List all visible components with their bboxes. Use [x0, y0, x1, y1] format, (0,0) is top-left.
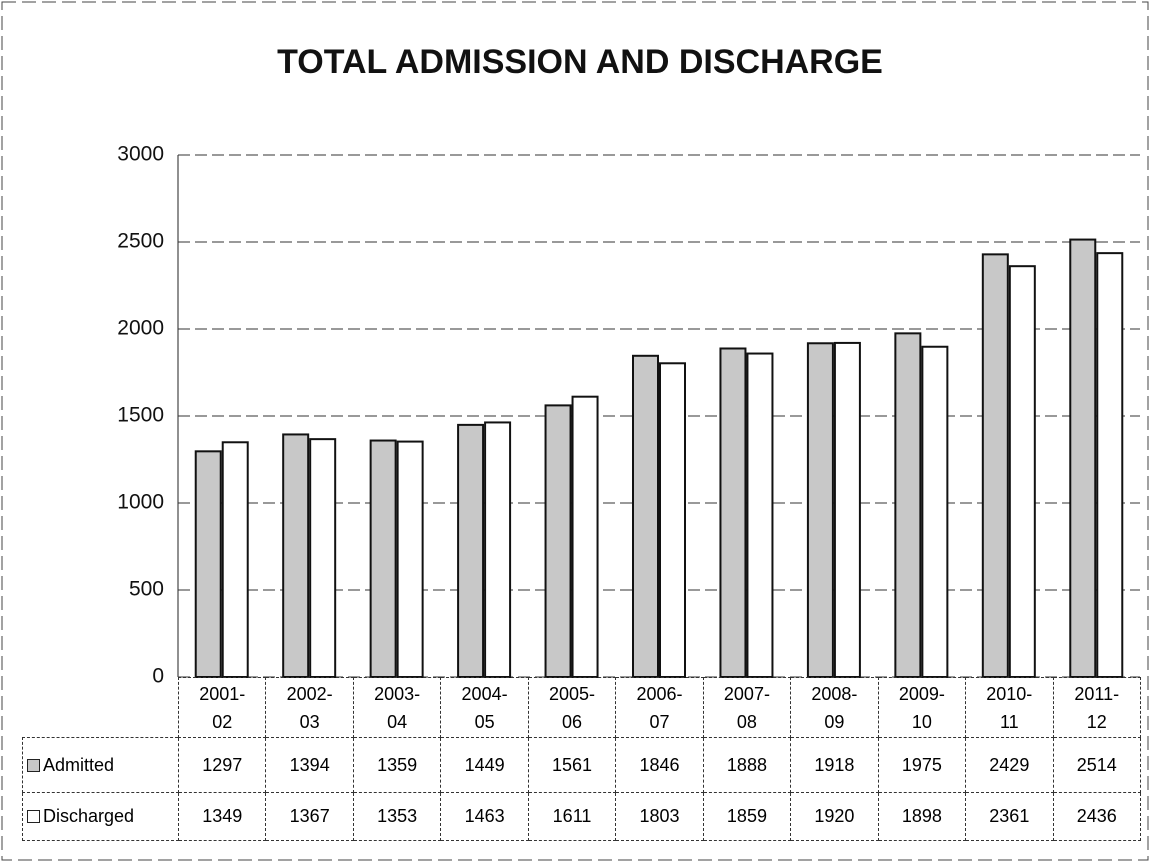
y-tick-label: 1500 — [117, 404, 164, 427]
bar — [746, 352, 774, 678]
bar — [659, 362, 686, 678]
legend-key — [27, 810, 40, 823]
category-cell: 2011-12 — [1052, 677, 1141, 738]
table-value: 1918 — [790, 737, 879, 793]
bar — [1008, 265, 1036, 678]
table-value: 1920 — [790, 792, 879, 841]
bar — [719, 347, 747, 678]
table-value: 1394 — [265, 737, 354, 793]
category-cell: 2005-06 — [527, 677, 617, 738]
category-cell: 2002-03 — [265, 677, 354, 738]
bar — [221, 441, 249, 678]
table-value: 2361 — [965, 792, 1054, 841]
table-value: 1353 — [352, 792, 442, 841]
x-tick-label: 2011-12 — [1074, 683, 1120, 732]
y-tick-label: 2500 — [117, 230, 164, 253]
table-value: 1463 — [440, 792, 529, 841]
bar — [194, 450, 222, 678]
table-value: 1898 — [877, 792, 967, 841]
legend-entry: Discharged — [22, 792, 179, 841]
x-tick-label: 2009-10 — [898, 683, 945, 732]
x-tick-label: 2004-05 — [461, 683, 508, 732]
bar — [1069, 238, 1097, 678]
series-row: Discharged 1349 1367 1353 1463 1611 1803 1859 19… — [22, 792, 1141, 841]
bar — [396, 440, 424, 678]
category-cell: 2003-04 — [352, 677, 442, 738]
legend-entry: Admitted — [22, 737, 179, 793]
category-cell: 2009-10 — [877, 677, 967, 738]
x-tick-label: 2001-02 — [199, 683, 246, 732]
category-cell: 2007-08 — [702, 677, 792, 738]
blank-cell — [23, 678, 179, 738]
bar — [806, 342, 834, 678]
y-tick-label: 2000 — [117, 317, 164, 340]
table-value: 1449 — [440, 737, 529, 793]
table-value: 2514 — [1052, 737, 1141, 793]
x-tick-label: 2007-08 — [723, 683, 770, 732]
category-cell: 2004-05 — [440, 677, 529, 738]
bar — [833, 341, 861, 678]
category-cell: 2001-02 — [177, 677, 267, 738]
table-value: 1803 — [615, 792, 704, 841]
table-value: 2436 — [1052, 792, 1141, 841]
table-value: 1297 — [177, 737, 267, 793]
table-value: 1611 — [527, 792, 617, 841]
table-value: 1561 — [527, 737, 617, 793]
chart-title: TOTAL ADMISSION AND DISCHARGE — [277, 43, 883, 81]
category-cell: 2006-07 — [615, 677, 704, 738]
series-row: Admitted 1297 1394 1359 1449 1561 1846 1888 1918… — [22, 737, 1141, 793]
category-cell: 2010-11 — [965, 677, 1054, 738]
x-tick-label: 2008-09 — [811, 683, 858, 732]
category-cell: 2008-09 — [790, 677, 879, 738]
table-value: 1359 — [352, 737, 442, 793]
bar — [921, 345, 949, 678]
bar — [1096, 252, 1124, 679]
bar — [632, 354, 659, 678]
table-value: 1349 — [177, 792, 267, 841]
bar — [571, 395, 599, 678]
table-value: 1859 — [702, 792, 792, 841]
bar — [894, 332, 922, 678]
bar — [369, 439, 397, 678]
table-value: 1367 — [265, 792, 354, 841]
table-value: 1975 — [877, 737, 967, 793]
x-tick-label: 2006-07 — [636, 683, 683, 732]
x-tick-label: 2005-06 — [549, 683, 596, 732]
y-tick-label: 0 — [152, 665, 164, 688]
x-tick-label: 2003-04 — [374, 683, 421, 732]
legend-key — [27, 758, 40, 772]
y-tick-label: 3000 — [117, 143, 164, 166]
y-tick-label: 1000 — [117, 491, 164, 514]
bar — [544, 404, 572, 678]
legend-label: Admitted — [43, 754, 115, 775]
bar — [457, 423, 485, 678]
table-value: 1846 — [615, 737, 704, 793]
x-tick-label: 2002-03 — [286, 683, 333, 732]
table-value: 2429 — [965, 737, 1054, 793]
x-tick-label: 2010-11 — [986, 683, 1033, 732]
category-row: 2001-02 2002-03 2003-04 2004-05 2005-06 2006-… — [23, 677, 1141, 738]
bar — [282, 433, 310, 678]
bar — [309, 438, 337, 678]
y-tick-label: 500 — [129, 578, 164, 601]
data-table: 2001-02 2002-03 2003-04 2004-05 2005-06 2006-… — [22, 677, 1141, 841]
table-value: 1888 — [702, 737, 792, 793]
legend-label: Discharged — [43, 806, 135, 826]
bar — [484, 421, 512, 678]
bar — [981, 253, 1009, 678]
